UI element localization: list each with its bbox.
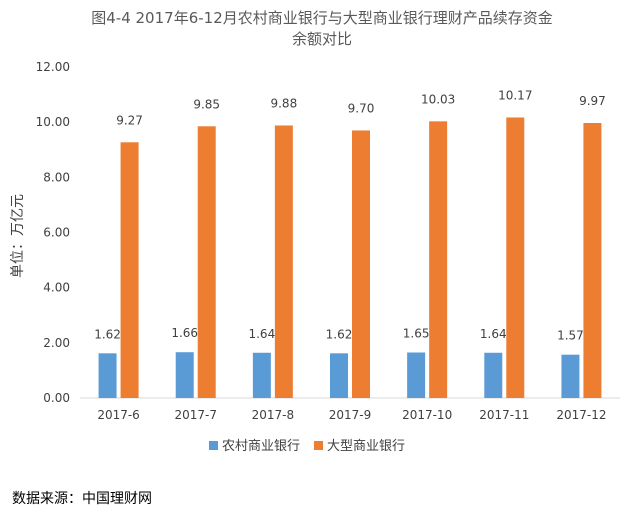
- x-tick-label: 2017-12: [556, 408, 606, 422]
- x-tick-label: 2017-10: [402, 408, 452, 422]
- y-tick-label: 0.00: [43, 391, 70, 405]
- x-tick-label: 2017-6: [97, 408, 140, 422]
- data-label: 1.62: [326, 327, 353, 341]
- bar-large-2017-9: [352, 130, 370, 399]
- data-label: 9.70: [348, 101, 375, 115]
- data-label: 9.88: [270, 96, 297, 110]
- bar-large-2017-12: [583, 122, 602, 398]
- x-tick-label: 2017-7: [174, 408, 217, 422]
- bar-rural-2017-11: [484, 352, 503, 398]
- bar-large-2017-6: [120, 142, 139, 398]
- x-tick-label: 2017-8: [252, 408, 295, 422]
- legend: 农村商业银行 大型商业银行: [209, 439, 405, 454]
- y-tick-label: 10.00: [36, 115, 70, 129]
- bar-rural-2017-6: [98, 353, 117, 398]
- bar-rural-2017-10: [407, 352, 426, 398]
- x-tick-label: 2017-11: [479, 408, 529, 422]
- data-label: 9.85: [193, 97, 220, 111]
- bars: [98, 117, 602, 399]
- data-labels: 1.62 1.66 1.64 1.62 1.65 1.64 1.57 9.27 9.85 9.88…: [94, 88, 606, 342]
- data-label: 10.03: [421, 92, 455, 106]
- data-label: 9.97: [579, 94, 606, 108]
- y-tick-label: 4.00: [43, 281, 70, 295]
- data-label: 1.66: [171, 326, 198, 340]
- y-tick-label: 8.00: [43, 170, 70, 184]
- y-tick-label: 6.00: [43, 226, 70, 240]
- chart-title: 图4-4 2017年6-12月农村商业银行与大型商业银行理财产品续存资金 余额对…: [0, 8, 644, 50]
- legend-swatch: [314, 441, 324, 450]
- data-label: 1.57: [557, 329, 584, 343]
- data-label: 1.64: [248, 327, 275, 341]
- bar-rural-2017-7: [175, 352, 194, 398]
- bar-rural-2017-9: [330, 353, 348, 398]
- x-axis: 2017-6 2017-7 2017-8 2017-9 2017-10 2017-11 20…: [80, 397, 620, 422]
- x-tick-label: 2017-9: [329, 408, 372, 422]
- y-tick-label: 2.00: [43, 336, 70, 350]
- y-tick-label: 12.00: [36, 60, 70, 74]
- legend-label: 农村商业银行: [222, 439, 300, 454]
- y-axis-title: 单位：万亿元: [10, 194, 26, 278]
- data-label: 9.27: [116, 113, 143, 127]
- bar-rural-2017-12: [561, 354, 580, 398]
- bar-rural-2017-8: [252, 352, 271, 398]
- data-label: 1.64: [480, 327, 507, 341]
- bar-large-2017-10: [429, 121, 448, 398]
- y-axis: 0.00 2.00 4.00 6.00 8.00 10.00 12.00: [36, 60, 70, 405]
- data-label: 1.65: [403, 326, 430, 340]
- chart-title-line1: 图4-4 2017年6-12月农村商业银行与大型商业银行理财产品续存资金: [91, 9, 553, 27]
- legend-swatch: [209, 441, 218, 450]
- bar-large-2017-7: [197, 126, 216, 398]
- data-label: 10.17: [498, 88, 532, 102]
- data-label: 1.62: [94, 327, 121, 341]
- bar-large-2017-11: [506, 117, 525, 398]
- bar-large-2017-8: [274, 125, 293, 398]
- data-source: 数据来源：中国理财网: [12, 491, 152, 507]
- legend-label: 大型商业银行: [327, 439, 405, 454]
- chart-title-line2: 余额对比: [291, 30, 352, 48]
